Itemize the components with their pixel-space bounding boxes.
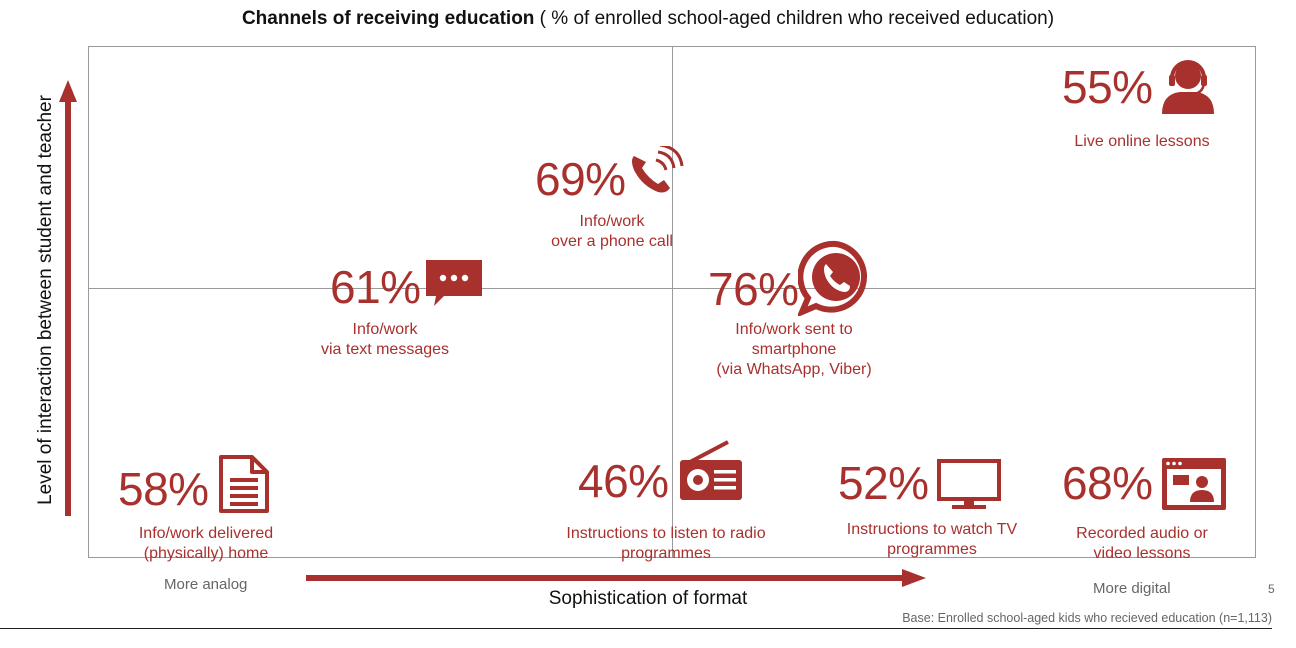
document-icon bbox=[219, 455, 269, 513]
x-axis-start-label: More analog bbox=[164, 576, 248, 593]
chart-title-bold: Channels of receiving education bbox=[241, 8, 535, 29]
channel-value: 58% bbox=[118, 463, 209, 515]
video-lesson-icon bbox=[1162, 458, 1226, 510]
channel-value: 69% bbox=[535, 153, 626, 205]
channel-value: 46% bbox=[578, 455, 669, 507]
phone-call-icon bbox=[632, 146, 684, 193]
channel-label: Instructions to watch TV programmes bbox=[846, 521, 1018, 558]
channel-label: Recorded audio or video lessons bbox=[1076, 525, 1208, 562]
horizontal-divider bbox=[88, 288, 1256, 289]
chart-title-rest: ( % of enrolled school-aged children who… bbox=[534, 8, 1055, 29]
tv-icon bbox=[937, 459, 1001, 509]
x-axis-arrow bbox=[306, 569, 926, 587]
vertical-divider bbox=[672, 46, 673, 558]
chat-bubble-icon bbox=[426, 260, 482, 306]
page-number: 5 bbox=[1268, 582, 1275, 596]
whatsapp-icon bbox=[798, 240, 868, 316]
channel-label: Instructions to listen to radio programm… bbox=[566, 525, 766, 562]
radio-icon bbox=[680, 440, 742, 500]
channel-value: 61% bbox=[330, 261, 421, 313]
channel-value: 55% bbox=[1062, 61, 1153, 113]
chart-title: Channels of receiving education ( % of e… bbox=[0, 8, 1296, 30]
headset-user-icon bbox=[1162, 60, 1214, 114]
footnote: Base: Enrolled school-aged kids who reci… bbox=[902, 611, 1272, 625]
footer-rule bbox=[0, 628, 1272, 629]
channel-label: Info/work delivered (physically) home bbox=[138, 525, 274, 562]
channel-label: Live online lessons bbox=[1074, 133, 1210, 150]
channel-label: Info/work over a phone call bbox=[551, 213, 673, 250]
channel-value: 68% bbox=[1062, 457, 1153, 509]
channel-value: 76% bbox=[708, 263, 799, 315]
channel-label: Info/work sent to smartphone (via WhatsA… bbox=[716, 321, 872, 378]
x-axis-end-label: More digital bbox=[1093, 580, 1171, 597]
channel-value: 52% bbox=[838, 457, 929, 509]
channel-label: Info/work via text messages bbox=[320, 321, 450, 358]
y-axis-arrow bbox=[59, 80, 77, 516]
